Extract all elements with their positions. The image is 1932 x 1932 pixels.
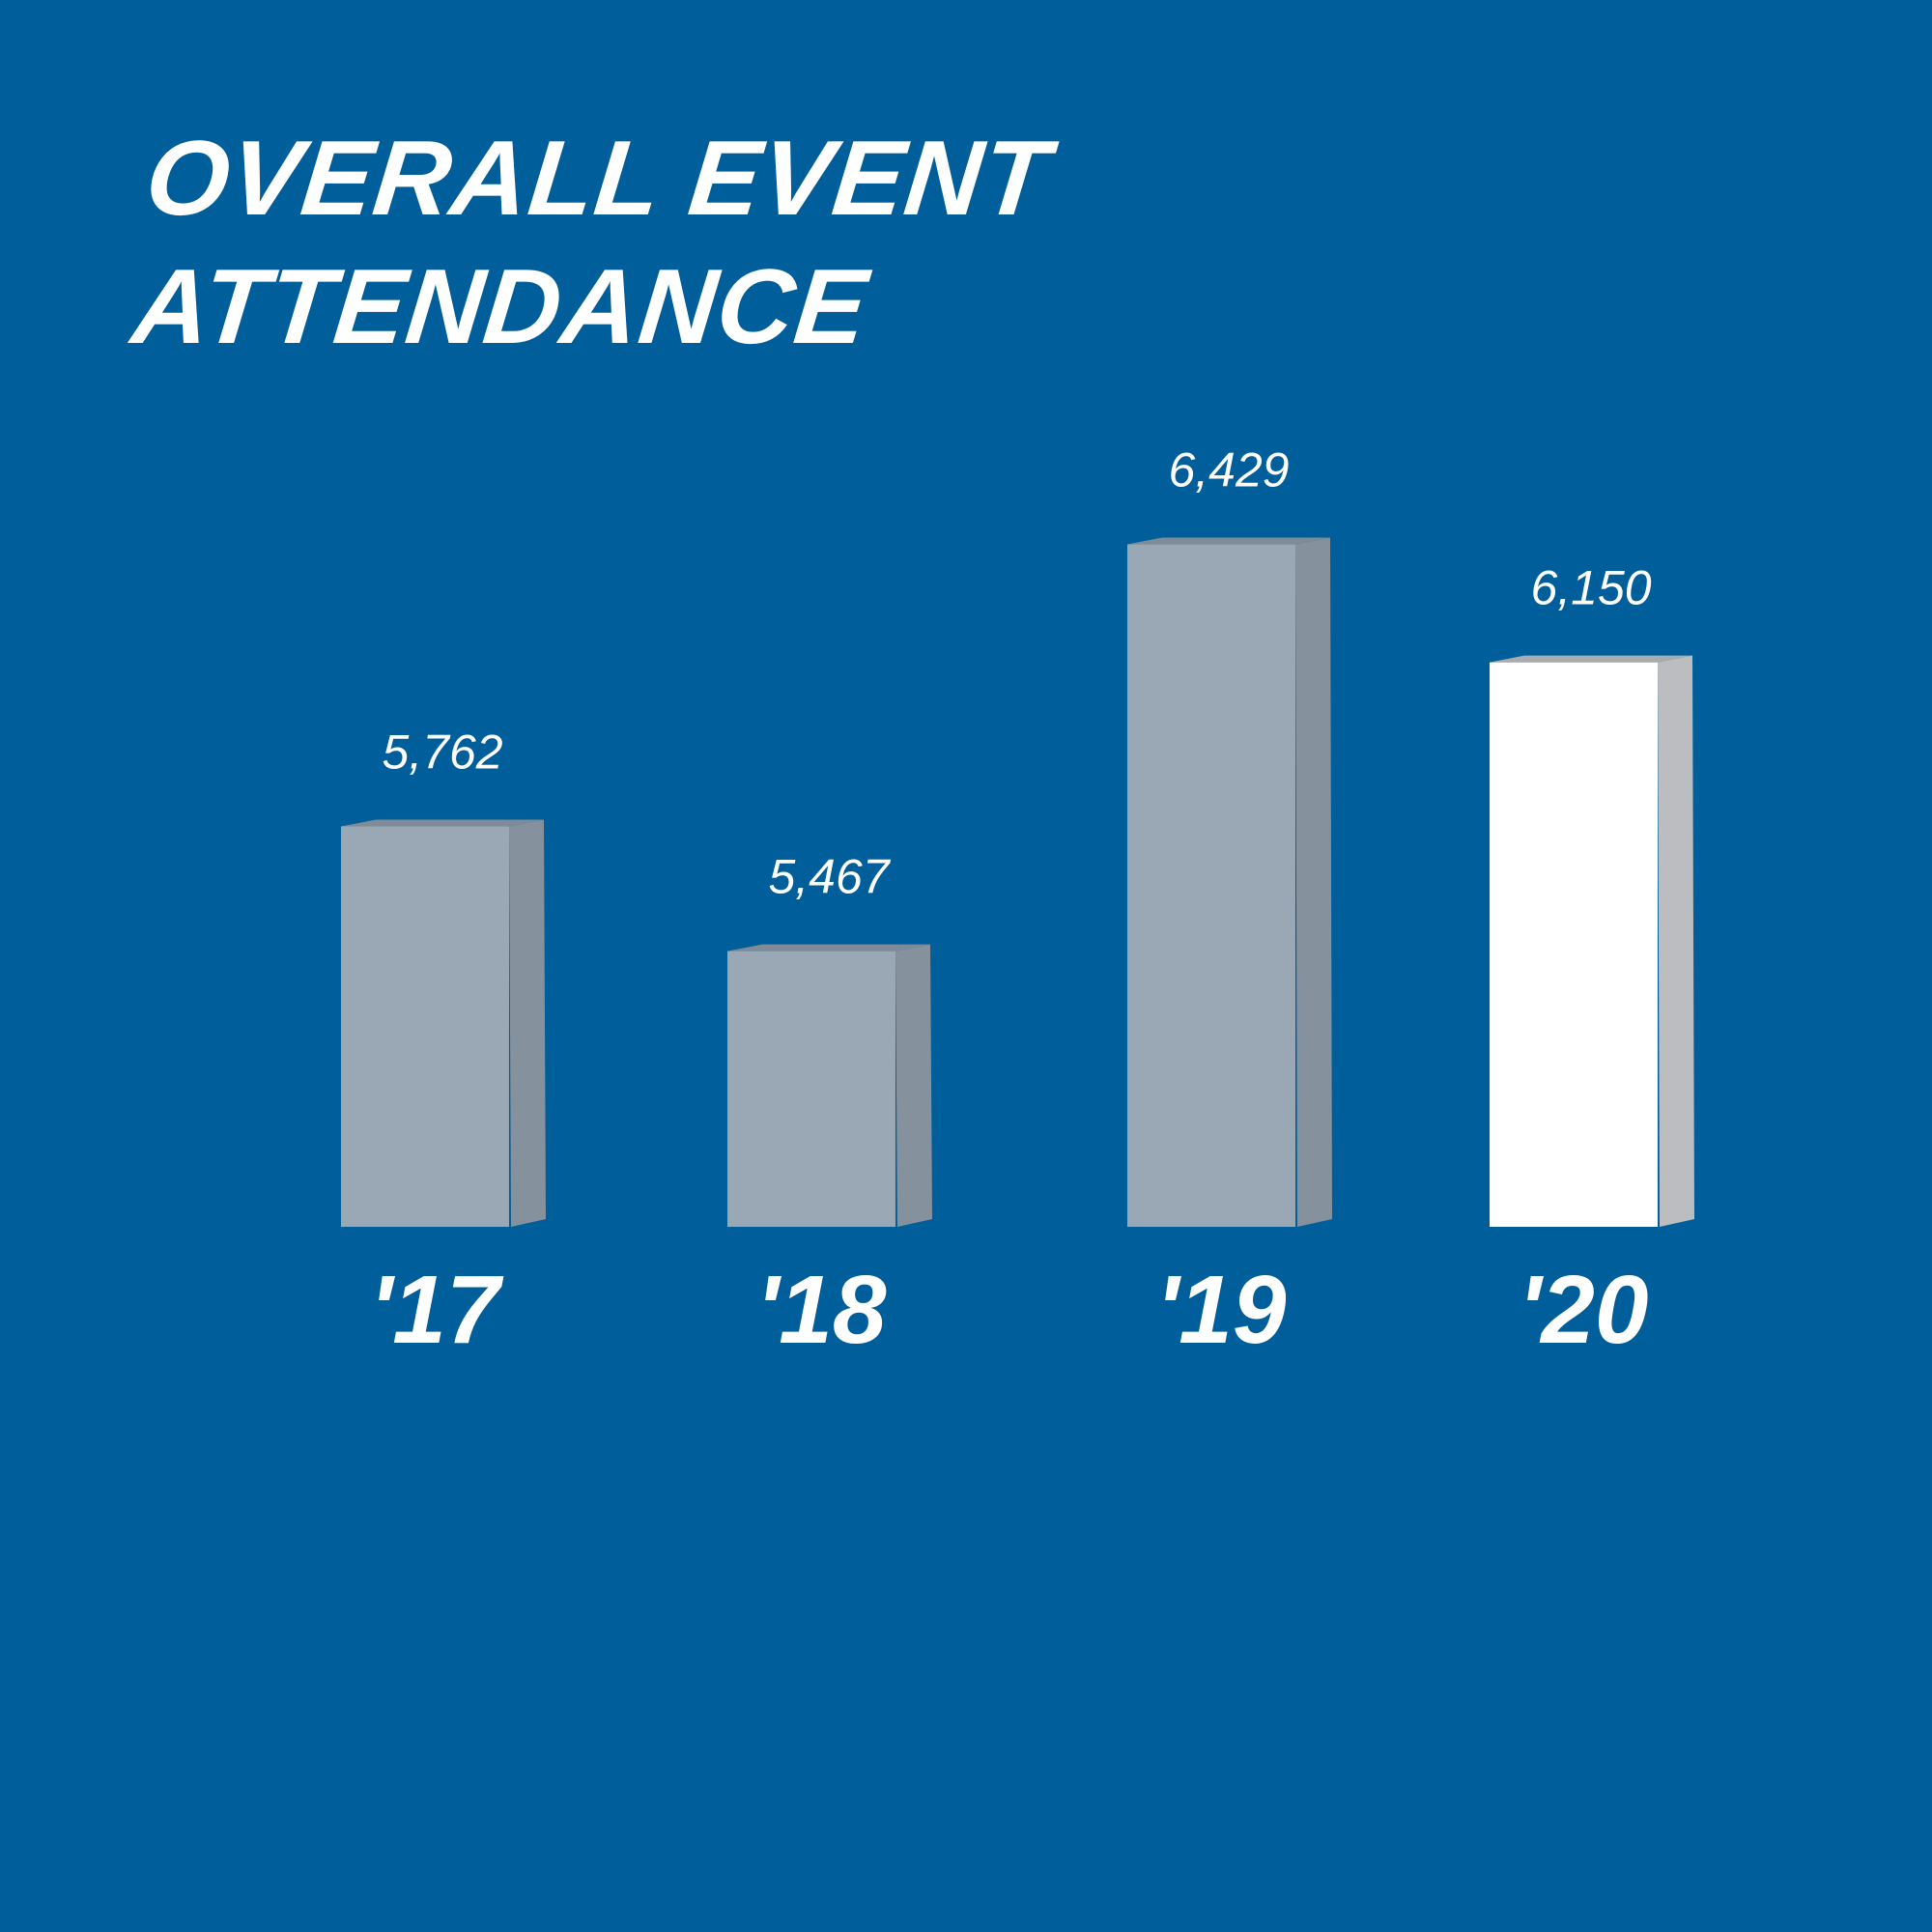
category-label: '17 [369,1256,503,1364]
value-label: 6,429 [1168,443,1289,497]
bar-side [1295,537,1332,1227]
bar-side [895,944,932,1227]
bar [727,951,895,1227]
value-label: 5,762 [382,724,502,779]
value-label: 5,467 [768,850,891,904]
bar [341,826,509,1227]
category-label: '18 [755,1256,886,1364]
bar-top [1127,537,1330,545]
bar [1490,662,1658,1227]
category-label: '20 [1518,1256,1648,1364]
bar-side [1658,655,1694,1227]
value-label: 6,150 [1530,561,1651,615]
bar [1127,544,1295,1227]
bar-side [509,819,546,1227]
bar-top [727,944,930,952]
category-label: '19 [1155,1256,1286,1364]
bar-top [1490,655,1692,663]
bar-top [341,819,544,827]
